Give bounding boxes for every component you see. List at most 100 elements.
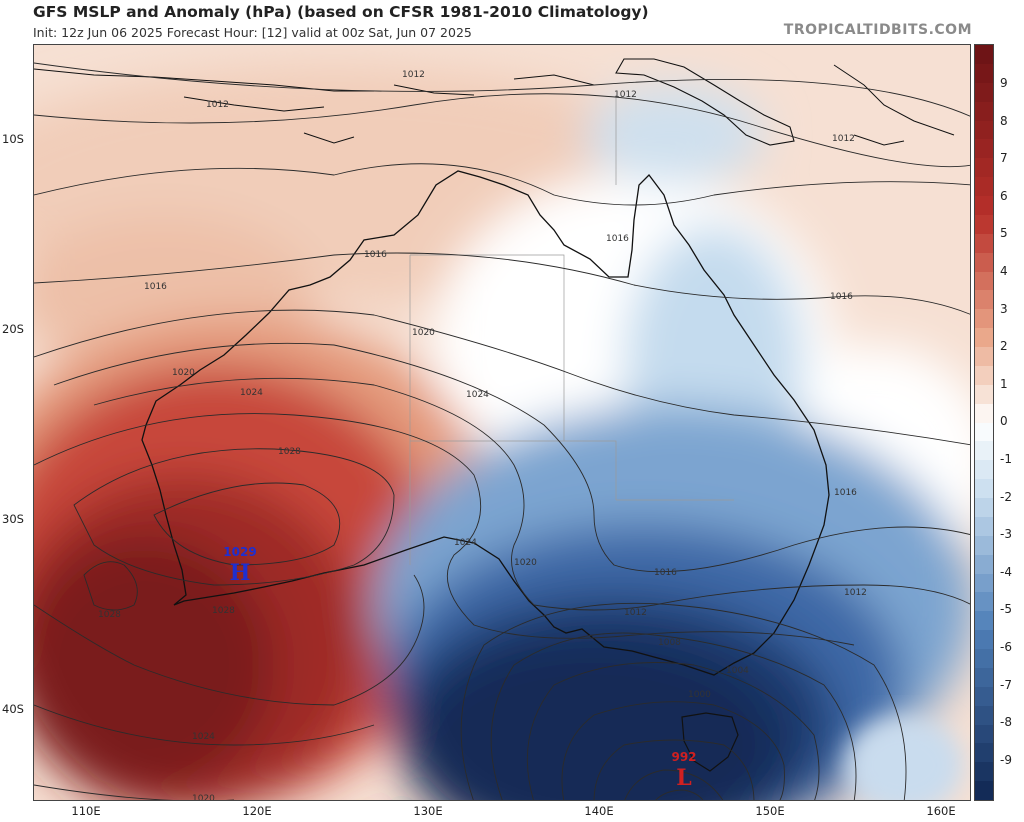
colorbar-step <box>975 611 993 631</box>
colorbar-step <box>975 592 993 612</box>
colorbar-label: 6 <box>1000 188 1008 203</box>
isobar-label: 1028 <box>278 447 301 457</box>
colorbar-label: 8 <box>1000 113 1008 128</box>
isobar-label: 1020 <box>192 794 215 801</box>
state-borders <box>409 95 734 565</box>
high-pressure-value: 1029 <box>223 545 256 559</box>
isobar-label: 1000 <box>688 690 711 700</box>
isobar-label: 1016 <box>144 282 167 292</box>
isobars <box>34 62 970 800</box>
isobar-label: 1012 <box>832 134 855 144</box>
isobar-label: 1016 <box>364 250 387 260</box>
colorbar-step <box>975 252 993 272</box>
lat-label: 20S <box>2 322 24 336</box>
isobar-label: 1020 <box>412 328 435 338</box>
lat-label: 30S <box>2 512 24 526</box>
isobar-label: 1024 <box>454 538 477 548</box>
high-pressure-center: 1029 H <box>223 545 256 586</box>
colorbar-step <box>975 403 993 423</box>
colorbar-step <box>975 384 993 404</box>
brand-watermark: TROPICALTIDBITS.COM <box>783 22 972 38</box>
colorbar-step <box>975 328 993 347</box>
colorbar-step <box>975 271 993 291</box>
isobar-label: 1016 <box>834 488 857 498</box>
colorbar-step <box>975 120 993 140</box>
map-panel: 1012 1012 1012 1012 1016 1016 1016 1016 … <box>33 44 971 801</box>
colorbar-step <box>975 441 993 461</box>
isobar-label: 1020 <box>514 558 537 568</box>
colorbar-label: 3 <box>1000 301 1008 316</box>
coastline-new-guinea <box>615 58 795 146</box>
colorbar-step <box>975 347 993 366</box>
colorbar-label: 4 <box>1000 264 1008 278</box>
colorbar-step <box>975 365 993 385</box>
lat-label: 40S <box>2 702 24 716</box>
colorbar-step <box>975 705 993 725</box>
isobar-label: 1024 <box>240 388 263 398</box>
colorbar-label: 5 <box>1000 226 1008 241</box>
isobar-label: 1012 <box>624 608 647 618</box>
lon-label: 130E <box>413 804 443 818</box>
colorbar-label: 1 <box>1000 376 1008 391</box>
colorbar-label: -7 <box>1000 677 1012 692</box>
colorbar-step <box>975 196 993 215</box>
colorbar-label: 0 <box>1000 414 1008 429</box>
low-pressure-symbol: L <box>676 765 691 791</box>
lat-label: 10S <box>2 132 24 146</box>
colorbar-step <box>975 762 993 782</box>
isobar-label: 1028 <box>98 610 121 620</box>
lon-label: 150E <box>755 804 785 818</box>
coastline-australia <box>141 170 830 676</box>
isobar-label: 1024 <box>192 732 215 742</box>
low-pressure-value: 992 <box>671 750 696 764</box>
isobar-label: 1024 <box>466 390 489 400</box>
colorbar-step <box>975 516 993 536</box>
colorbar-step <box>975 45 993 64</box>
colorbar-label: -1 <box>1000 452 1012 466</box>
colorbar-step <box>975 649 993 668</box>
colorbar-label: -3 <box>1000 527 1012 542</box>
coastline-islands <box>34 64 955 146</box>
colorbar-label: 2 <box>1000 339 1008 354</box>
lon-label: 160E <box>926 804 956 818</box>
colorbar-label: -4 <box>1000 564 1012 579</box>
isobar-label: 1004 <box>726 666 749 676</box>
colorbar-step <box>975 743 993 763</box>
high-pressure-symbol: H <box>230 560 251 586</box>
colorbar-label: -5 <box>1000 602 1012 617</box>
isobar-label: 1016 <box>830 292 853 302</box>
colorbar-label: 7 <box>1000 151 1008 166</box>
isobar-label: 1012 <box>206 100 229 110</box>
anomaly-field <box>34 65 970 800</box>
colorbar-step <box>975 667 993 687</box>
colorbar-step <box>975 498 993 517</box>
chart-title: GFS MSLP and Anomaly (hPa) (based on CFS… <box>33 3 649 21</box>
colorbar-step <box>975 158 993 178</box>
colorbar-step <box>975 724 993 744</box>
isobar-label: 1012 <box>844 588 867 598</box>
colorbar-step <box>975 309 993 329</box>
isobar-label: 1016 <box>606 234 629 244</box>
lon-label: 120E <box>242 804 272 818</box>
colorbar-label: -8 <box>1000 715 1012 730</box>
colorbar-step <box>975 139 993 159</box>
colorbar-step <box>975 554 993 574</box>
colorbar-step <box>975 82 993 102</box>
colorbar <box>974 44 994 801</box>
colorbar-label: -6 <box>1000 640 1012 654</box>
colorbar-label: 9 <box>1000 76 1008 90</box>
colorbar-label: -2 <box>1000 489 1012 504</box>
colorbar-step <box>975 573 993 593</box>
colorbar-step <box>975 422 993 442</box>
colorbar-step <box>975 290 993 310</box>
lon-label: 140E <box>584 804 614 818</box>
colorbar-step <box>975 686 993 706</box>
coastline-tasmania <box>681 712 739 772</box>
colorbar-step <box>975 214 993 234</box>
map-svg: 1012 1012 1012 1012 1016 1016 1016 1016 … <box>34 45 970 801</box>
lon-label: 110E <box>71 804 101 818</box>
colorbar-label: -9 <box>1000 752 1012 767</box>
isobar-labels: 1012 1012 1012 1012 1016 1016 1016 1016 … <box>98 70 867 801</box>
colorbar-step <box>975 63 993 83</box>
colorbar-step <box>975 535 993 555</box>
